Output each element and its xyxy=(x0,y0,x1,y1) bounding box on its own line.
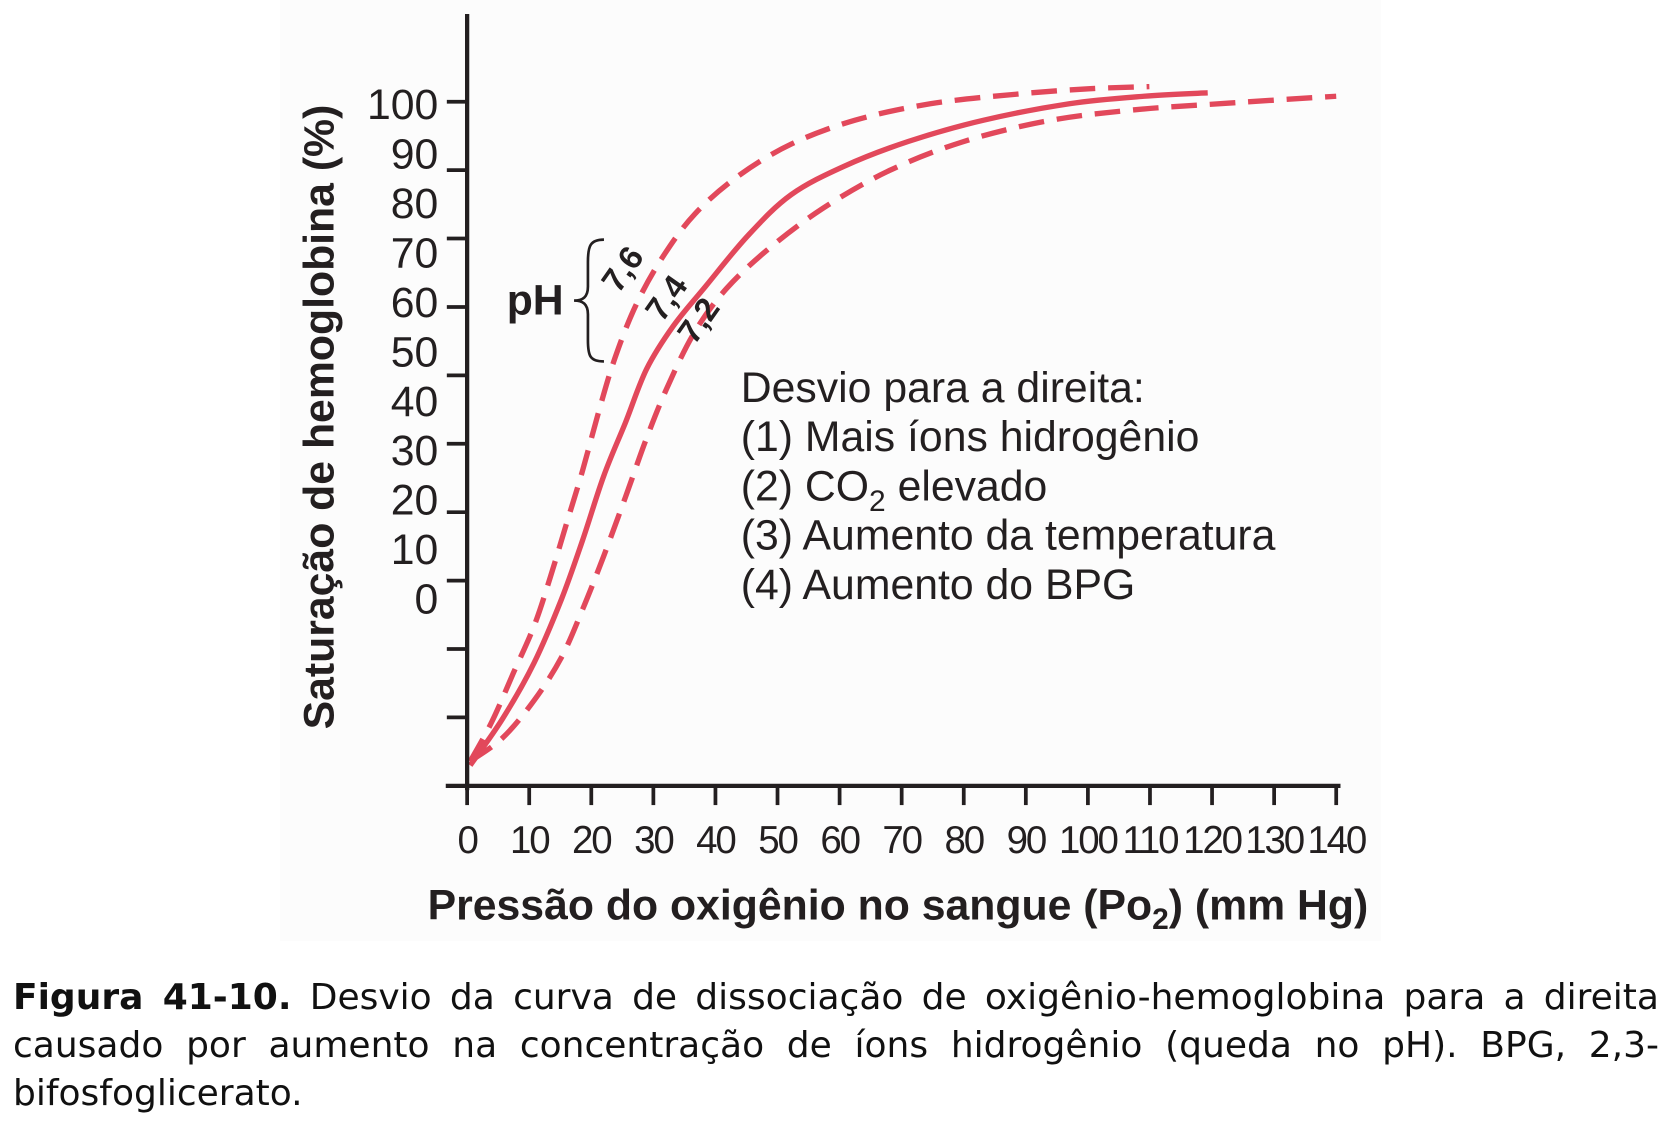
y-tick-label: 30 xyxy=(391,427,439,475)
shift-note-item-3: (3) Aumento da temperatura xyxy=(741,512,1276,560)
shift-note-title: Desvio para a direita: xyxy=(741,364,1145,412)
y-tick-label: 10 xyxy=(391,526,439,574)
x-tick-label: 50 xyxy=(758,819,797,862)
x-tick-label: 20 xyxy=(572,819,611,862)
shift-note-item-1: (1) Mais íons hidrogênio xyxy=(741,413,1200,461)
x-tick-label: 130 xyxy=(1245,819,1304,862)
y-tick-label: 100 xyxy=(367,81,438,129)
curves-group xyxy=(467,83,1337,767)
x-axis-title-text: Pressão do oxigênio no sangue (Po xyxy=(428,881,1152,929)
x-ticks-group: 0 10 20 30 40 50 60 70 80 90 100 110 120 130 140 xyxy=(458,785,1368,862)
x-tick-label: 40 xyxy=(696,819,735,862)
x-tick-label: 70 xyxy=(882,819,921,862)
curve-ph-7-4 xyxy=(468,90,1208,767)
y-tick-label: 20 xyxy=(391,477,439,525)
y-tick-label: 80 xyxy=(391,180,439,228)
y-axis-title: Saturação de hemoglobina (%) xyxy=(296,105,344,730)
curve-ph-7-6 xyxy=(467,83,1150,763)
ph-brace xyxy=(573,238,605,363)
x-tick-label: 140 xyxy=(1307,819,1366,862)
curve-ph-7-2 xyxy=(468,93,1337,764)
x-tick-label: 60 xyxy=(820,819,859,862)
caption-label: Figura 41-10. xyxy=(13,977,292,1018)
ph-label: pH xyxy=(507,276,564,324)
shift-note-item-2-rest: elevado xyxy=(886,462,1048,510)
shift-note-item-2-text: (2) CO xyxy=(741,462,869,510)
y-tick-label: 90 xyxy=(391,130,439,178)
y-tick-label: 60 xyxy=(391,279,439,327)
y-tick-label: 0 xyxy=(414,576,438,624)
x-tick-label: 90 xyxy=(1007,819,1046,862)
right-shift-note: Desvio para a direita: (1) Mais íons hid… xyxy=(741,364,1276,609)
shift-note-item-2: (2) CO2 elevado xyxy=(741,462,1048,518)
x-tick-label: 0 xyxy=(458,819,478,862)
shift-note-item-4: (4) Aumento do BPG xyxy=(741,561,1135,609)
x-tick-label: 30 xyxy=(634,819,673,862)
x-tick-label: 110 xyxy=(1123,819,1179,862)
y-tick-label: 40 xyxy=(391,378,439,426)
figure-caption: Figura 41-10. Desvio da curva de dissoci… xyxy=(13,974,1659,1118)
x-axis-title-unit: ) (mm Hg) xyxy=(1169,881,1368,929)
x-tick-label: 120 xyxy=(1183,819,1242,862)
x-axis-title: Pressão do oxigênio no sangue (Po2) (mm … xyxy=(428,881,1369,936)
caption-text: Desvio da curva de dissociação de oxigên… xyxy=(13,977,1659,1114)
shift-note-item-2-subscript: 2 xyxy=(869,485,886,518)
x-tick-label: 10 xyxy=(510,819,549,862)
x-tick-label: 100 xyxy=(1059,819,1118,862)
y-tick-label: 50 xyxy=(391,328,439,376)
y-tick-label: 70 xyxy=(391,229,439,277)
x-tick-label: 80 xyxy=(944,819,983,862)
x-axis-title-subscript: 2 xyxy=(1152,903,1169,936)
